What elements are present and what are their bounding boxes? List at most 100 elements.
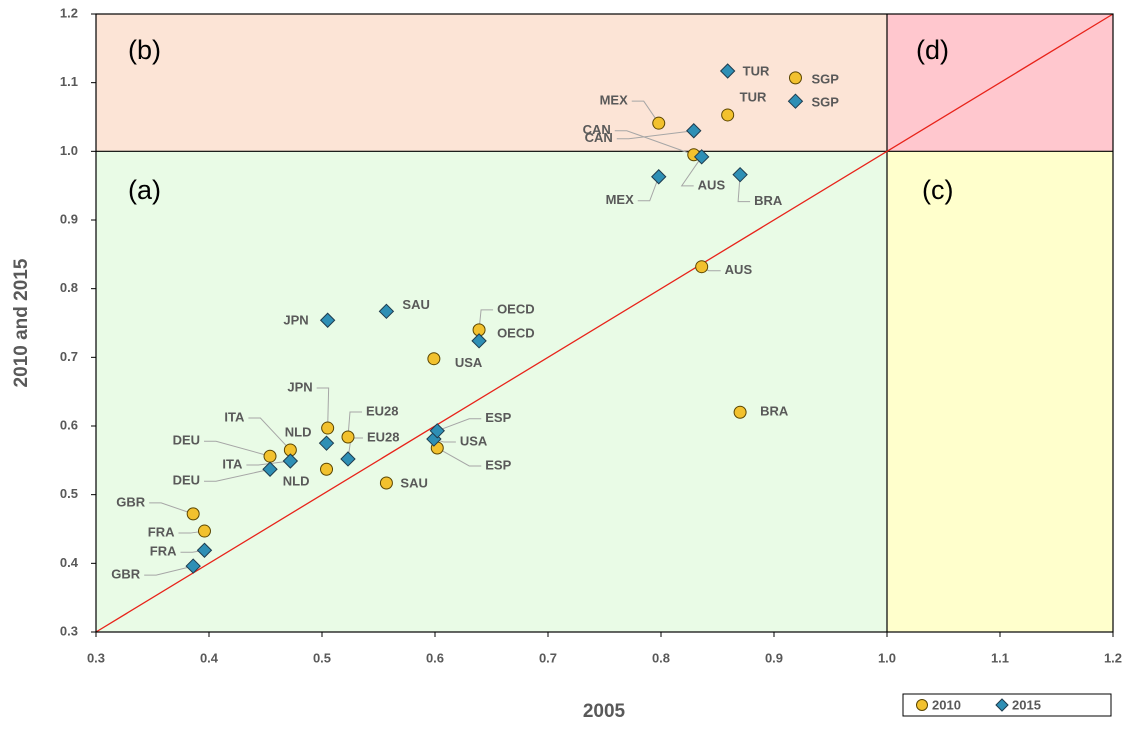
leader-line bbox=[437, 418, 482, 432]
point-label: ITA bbox=[222, 456, 243, 471]
point-label: CAN bbox=[583, 122, 611, 137]
point-label: USA bbox=[455, 355, 483, 370]
leader-line bbox=[347, 411, 362, 438]
region-label: (b) bbox=[128, 35, 161, 65]
point bbox=[787, 93, 804, 109]
point bbox=[693, 149, 710, 165]
point bbox=[263, 449, 277, 463]
legend-marker bbox=[995, 698, 1009, 712]
leader-line bbox=[248, 417, 291, 451]
y-tick-label: 0.7 bbox=[60, 349, 78, 364]
x-tick-label: 1.2 bbox=[1104, 650, 1122, 665]
point-label: BRA bbox=[760, 404, 789, 419]
point-label: GBR bbox=[111, 567, 141, 582]
y-tick-label: 0.3 bbox=[60, 623, 78, 638]
point bbox=[341, 430, 355, 444]
point-label: ESP bbox=[485, 410, 511, 425]
leader-line bbox=[616, 130, 694, 140]
point-label: NLD bbox=[283, 474, 310, 489]
x-tick-label: 0.9 bbox=[765, 650, 783, 665]
point-label: SAU bbox=[400, 475, 427, 490]
point bbox=[732, 166, 748, 183]
point-label: OECD bbox=[497, 325, 535, 340]
diagonal bbox=[95, 13, 1114, 633]
region-label: (c) bbox=[922, 175, 953, 205]
point bbox=[427, 352, 441, 366]
point-label: MEX bbox=[600, 93, 629, 108]
y-axis-title: 2010 and 2015 bbox=[11, 258, 32, 387]
x-tick-label: 0.7 bbox=[539, 650, 557, 665]
point bbox=[196, 542, 213, 558]
point-label: GBR bbox=[116, 494, 146, 509]
point bbox=[319, 312, 336, 328]
x-tick-label: 0.5 bbox=[313, 650, 331, 665]
leader-line bbox=[246, 460, 291, 466]
region-c bbox=[887, 151, 1113, 633]
region-label: (d) bbox=[916, 35, 949, 65]
leader-line bbox=[631, 100, 660, 124]
point bbox=[471, 333, 487, 349]
y-tick-label: 1.0 bbox=[60, 143, 78, 158]
point bbox=[695, 260, 709, 274]
point bbox=[262, 461, 278, 477]
point bbox=[719, 63, 736, 79]
legend: 2010 2015 bbox=[902, 693, 1112, 717]
point-label: ITA bbox=[224, 409, 245, 424]
point bbox=[686, 123, 702, 139]
point bbox=[185, 558, 201, 574]
x-tick-label: 0.4 bbox=[200, 650, 219, 665]
point-label: DEU bbox=[173, 473, 200, 488]
point bbox=[788, 71, 802, 85]
leader-line bbox=[144, 565, 194, 576]
point-label: OECD bbox=[497, 301, 535, 316]
x-tick-label: 0.6 bbox=[426, 650, 444, 665]
point bbox=[429, 423, 445, 439]
point-label: MEX bbox=[606, 192, 635, 207]
leader-line bbox=[204, 440, 271, 457]
point-label: TUR bbox=[740, 89, 767, 104]
x-tick-label: 1.1 bbox=[991, 650, 1009, 665]
point-label: SGP bbox=[811, 95, 839, 110]
point bbox=[379, 476, 393, 490]
point-label: SAU bbox=[402, 297, 429, 312]
x-tick-label: 0.3 bbox=[87, 650, 105, 665]
y-tick-label: 1.2 bbox=[60, 5, 78, 20]
point-label: FRA bbox=[150, 544, 177, 559]
legend-label: 2015 bbox=[1012, 697, 1041, 712]
region-label: (a) bbox=[128, 175, 161, 205]
point bbox=[320, 462, 334, 476]
x-axis-title: 2005 bbox=[583, 701, 626, 722]
point bbox=[651, 169, 667, 185]
leader-line bbox=[437, 447, 482, 467]
plot-border bbox=[95, 13, 1114, 633]
region-b bbox=[96, 14, 887, 152]
leader-line bbox=[478, 309, 494, 330]
point bbox=[733, 405, 747, 419]
y-tick-label: 0.5 bbox=[60, 486, 78, 501]
point-label: FRA bbox=[148, 524, 175, 539]
leader-line bbox=[316, 387, 330, 429]
point bbox=[321, 421, 335, 435]
x-tick-label: 1.0 bbox=[878, 650, 896, 665]
point bbox=[652, 116, 666, 130]
legend-marker bbox=[916, 699, 928, 711]
point-label: BRA bbox=[754, 193, 783, 208]
point-label: JPN bbox=[287, 379, 312, 394]
point bbox=[282, 453, 299, 469]
point-label: NLD bbox=[285, 425, 312, 440]
y-tick-label: 0.9 bbox=[60, 211, 78, 226]
leader-line bbox=[637, 176, 660, 202]
point-label: EU28 bbox=[366, 403, 399, 418]
legend-label: 2010 bbox=[932, 697, 961, 712]
point-label: JPN bbox=[283, 313, 308, 328]
y-tick-label: 0.6 bbox=[60, 417, 78, 432]
point-label: AUS bbox=[725, 262, 753, 277]
point-label: CAN bbox=[585, 130, 613, 145]
x-tick-label: 0.8 bbox=[652, 650, 670, 665]
point bbox=[197, 524, 211, 538]
y-tick-label: 1.1 bbox=[60, 74, 78, 89]
y-tick-label: 0.8 bbox=[60, 280, 78, 295]
point-label: TUR bbox=[743, 63, 770, 78]
point-label: USA bbox=[460, 433, 488, 448]
